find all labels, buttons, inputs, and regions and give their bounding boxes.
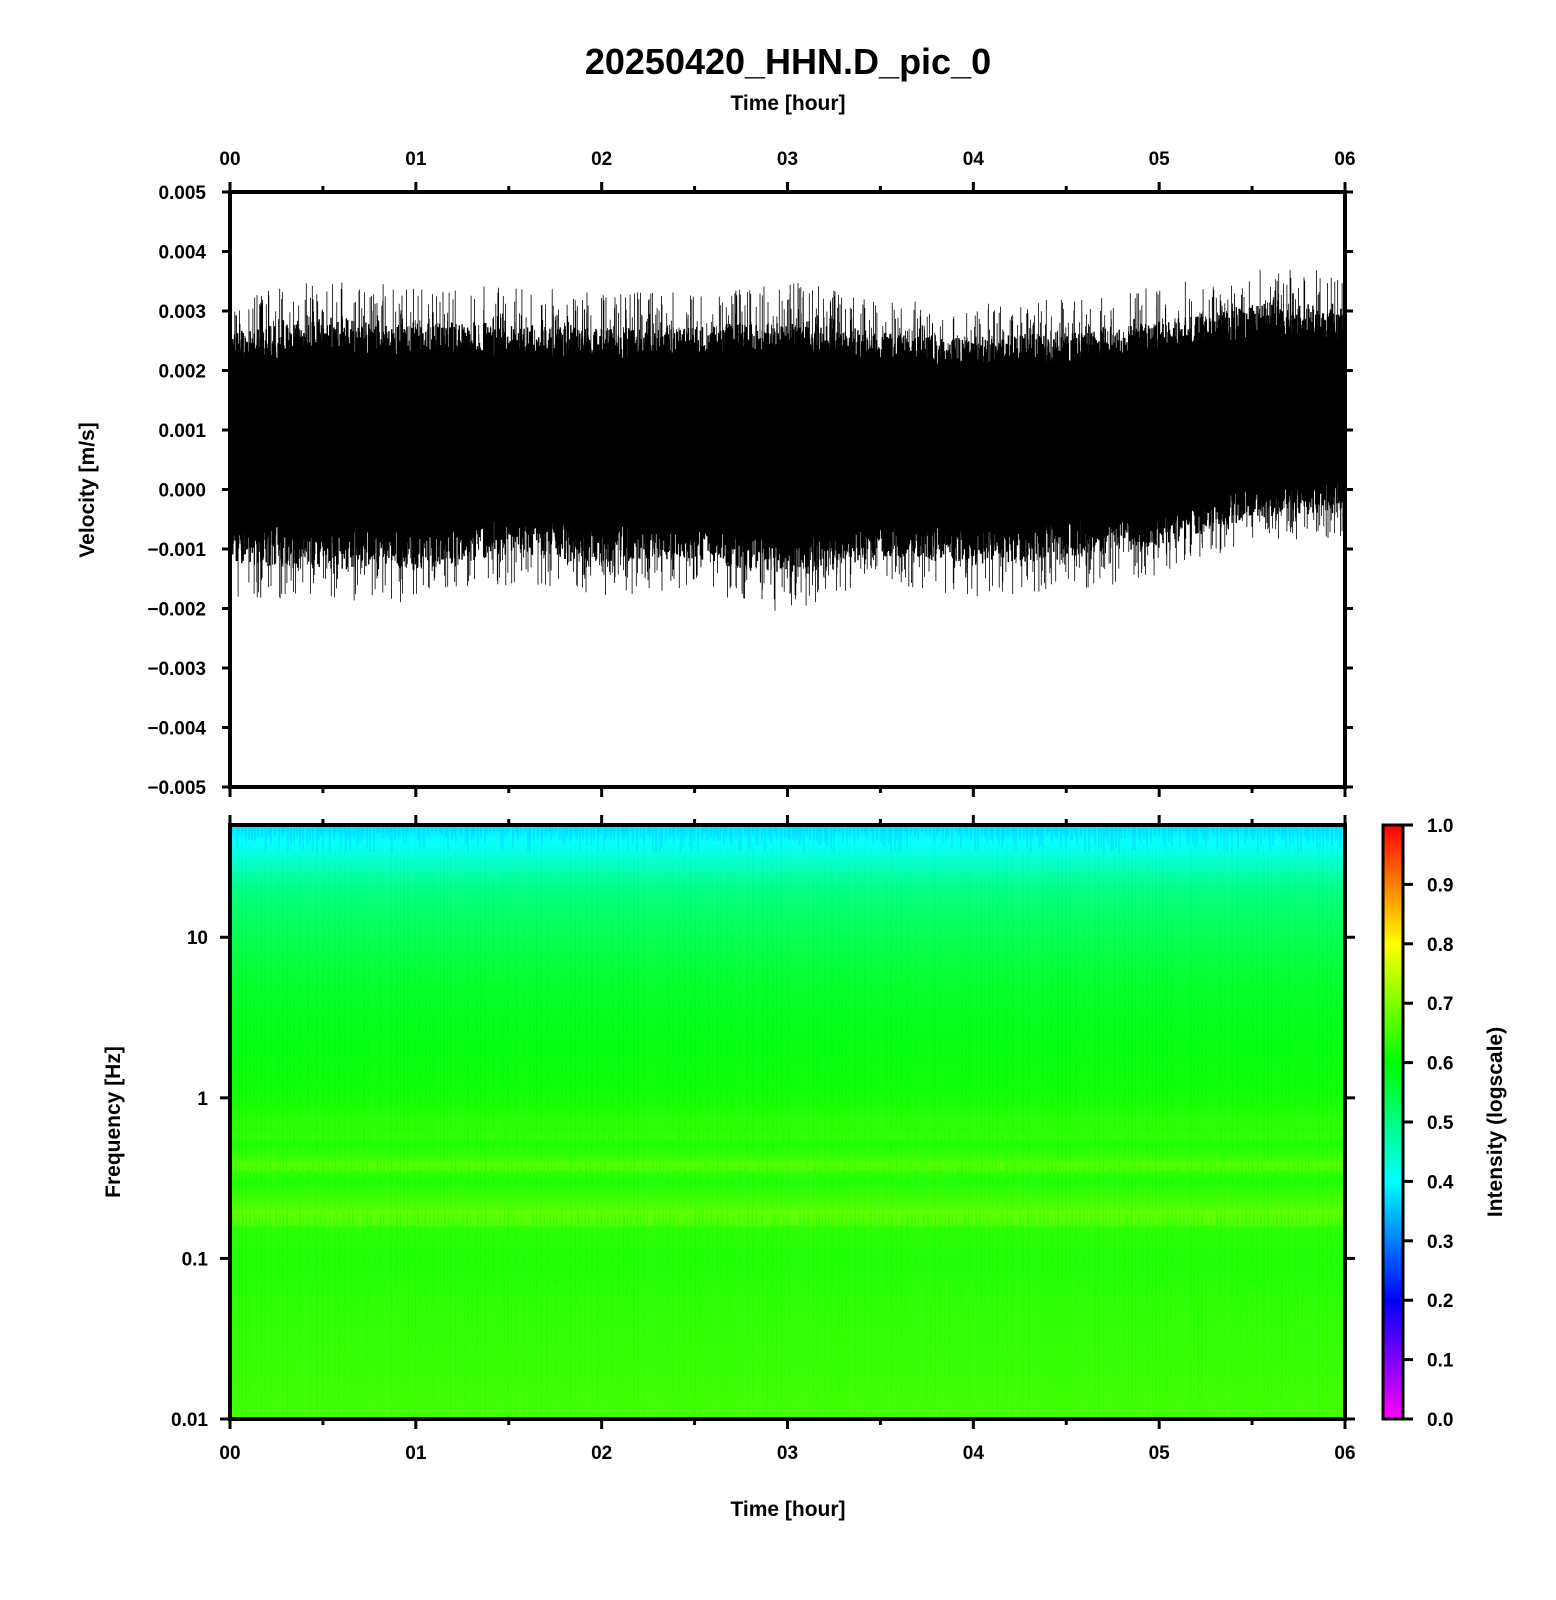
spectrogram-x-tick-label: 01	[405, 1443, 427, 1464]
spectrogram-x-tick-label: 03	[777, 1443, 798, 1464]
waveform-top-x-tick-label: 03	[777, 149, 798, 170]
waveform-y-tick-label: −0.002	[147, 600, 206, 621]
waveform-x-ticks-top: 00 01 02 03 04 05 06	[219, 149, 1356, 797]
waveform-spikes	[230, 269, 1345, 611]
colorbar: 1.0 0.9 0.8 0.7 0.6 0.5 0.4 0.3 0.2 0.1 0.0 Intens…	[1381, 816, 1507, 1431]
spectrogram-y-tick-label: 1	[197, 1089, 208, 1110]
waveform-trace	[230, 269, 1345, 611]
spectrogram-y-tick-label: 10	[187, 928, 208, 949]
waveform-y-tick-label: 0.002	[158, 362, 206, 383]
colorbar-tick-label: 0.1	[1427, 1351, 1454, 1372]
spectrogram-x-tick-label: 02	[591, 1443, 612, 1464]
spectrogram-y-axis-label: Frequency [Hz]	[102, 1046, 125, 1198]
spectrogram-x-tick-label: 00	[219, 1443, 240, 1464]
spectrogram-y-tick-label: 0.1	[182, 1249, 209, 1270]
waveform-y-axis-label: Velocity [m/s]	[76, 422, 99, 557]
waveform-top-x-tick-label: 01	[405, 149, 427, 170]
figure-title: 20250420_HHN.D_pic_0	[585, 41, 991, 82]
waveform-top-x-tick-label: 02	[591, 149, 612, 170]
bottom-x-axis-label: Time [hour]	[730, 1498, 845, 1521]
colorbar-tick-label: 0.8	[1427, 935, 1453, 956]
waveform-y-tick-label: −0.001	[147, 540, 206, 561]
spectrogram-x-tick-label: 04	[963, 1443, 985, 1464]
colorbar-tick-label: 0.9	[1427, 875, 1453, 896]
spectrogram-y-ticks: 10 1 0.1 0.01	[171, 928, 1355, 1431]
colorbar-tick-label: 0.6	[1427, 1054, 1453, 1075]
waveform-y-tick-label: 0.003	[158, 302, 206, 323]
spectrogram-x-tick-label: 06	[1334, 1443, 1355, 1464]
colorbar-tick-label: 0.0	[1427, 1410, 1453, 1431]
waveform-y-tick-label: 0.004	[158, 243, 206, 264]
waveform-y-tick-label: −0.005	[147, 778, 206, 799]
colorbar-tick-label: 0.5	[1427, 1113, 1454, 1134]
spectrogram-x-ticks: 00 01 02 03 04 05 06	[219, 815, 1356, 1464]
spectrogram-y-tick-label: 0.01	[171, 1410, 208, 1431]
waveform-top-x-tick-label: 00	[219, 149, 240, 170]
colorbar-tick-label: 0.7	[1427, 994, 1453, 1015]
spectrogram-x-tick-label: 05	[1149, 1443, 1171, 1464]
colorbar-tick-label: 0.2	[1427, 1291, 1453, 1312]
waveform-y-tick-label: 0.001	[158, 421, 206, 442]
waveform-y-tick-label: −0.003	[147, 659, 206, 680]
colorbar-ticks: 1.0 0.9 0.8 0.7 0.6 0.5 0.4 0.3 0.2 0.1 0.0	[1403, 816, 1454, 1431]
colorbar-tick-label: 0.4	[1427, 1172, 1454, 1193]
waveform-top-x-tick-label: 05	[1149, 149, 1171, 170]
spectrogram-image	[230, 825, 1345, 1419]
waveform-y-tick-label: −0.004	[147, 719, 206, 740]
colorbar-tick-label: 1.0	[1427, 816, 1453, 837]
waveform-y-tick-label: 0.005	[158, 183, 206, 204]
colorbar-fill	[1383, 825, 1403, 1419]
waveform-y-tick-label: 0.000	[158, 481, 206, 502]
colorbar-label: Intensity (logscale)	[1484, 1027, 1507, 1217]
waveform-y-ticks: 0.005 0.004 0.003 0.002 0.001 0.000 −0.001 −0.0…	[147, 183, 1353, 799]
waveform-panel: 0.005 0.004 0.003 0.002 0.001 0.000 −0.001 −0.0…	[76, 149, 1356, 799]
waveform-top-x-tick-label: 04	[963, 149, 985, 170]
colorbar-tick-label: 0.3	[1427, 1232, 1453, 1253]
spectrogram-panel: 10 1 0.1 0.01 00 01 02 03 04 05 06 Frequency [Hz]…	[102, 815, 1356, 1521]
top-x-axis-label: Time [hour]	[730, 92, 845, 115]
waveform-top-x-tick-label: 06	[1334, 149, 1355, 170]
